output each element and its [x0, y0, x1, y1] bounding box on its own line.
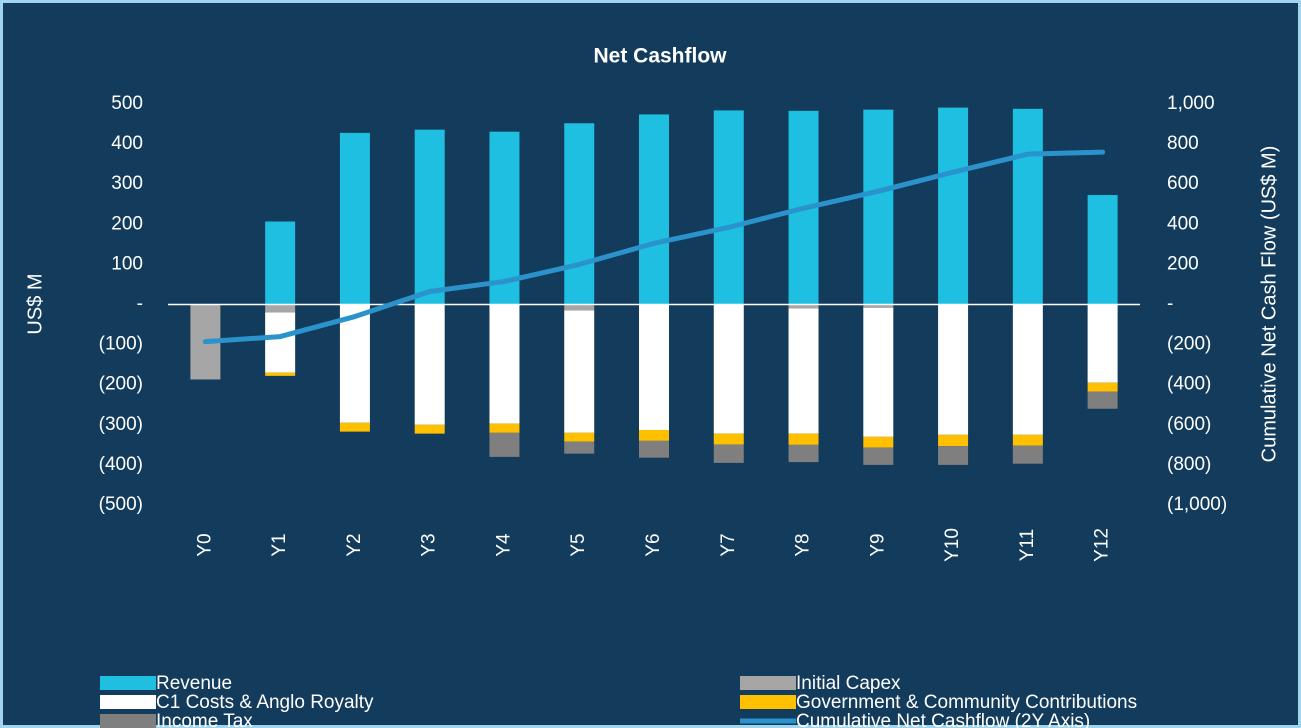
- chart-title: Net Cashflow: [593, 45, 727, 68]
- y2-tick-label: (600): [1167, 414, 1211, 435]
- bar: [564, 432, 595, 442]
- bar: [788, 444, 819, 463]
- x-tick-label: Y11: [1017, 529, 1038, 561]
- y2-tick-label: -: [1167, 294, 1173, 315]
- bar: [1087, 391, 1118, 409]
- legend-swatch: [100, 714, 156, 728]
- legend-label: C1 Costs & Anglo Royalty: [156, 692, 374, 713]
- x-tick-label: Y3: [419, 533, 440, 556]
- y-tick-label: 200: [111, 213, 143, 234]
- bar: [1087, 304, 1118, 383]
- y-tick-label: 400: [111, 133, 143, 154]
- y-tick-label: (500): [99, 494, 143, 515]
- x-tick-label: Y10: [942, 528, 963, 562]
- bar: [489, 423, 520, 433]
- y2-tick-label: 400: [1167, 213, 1199, 234]
- bar: [564, 304, 595, 311]
- y2-tick-label: 600: [1167, 173, 1199, 194]
- bar: [1012, 108, 1043, 305]
- y-tick-label: (300): [99, 414, 143, 435]
- bar: [1012, 445, 1043, 464]
- y2-tick-label: (800): [1167, 454, 1211, 475]
- bar: [639, 440, 669, 458]
- bar: [1012, 304, 1043, 435]
- bar: [863, 109, 894, 305]
- y-tick-label: (100): [99, 334, 143, 355]
- bar: [339, 132, 370, 305]
- y2-tick-label: (400): [1167, 374, 1211, 395]
- bar: [938, 107, 969, 305]
- bar: [938, 304, 969, 435]
- bar: [863, 447, 894, 465]
- bar: [938, 446, 969, 465]
- bar: [1087, 382, 1118, 392]
- bar: [414, 129, 445, 305]
- bar: [938, 434, 969, 447]
- y-tick-label: -: [137, 294, 143, 315]
- x-tick-label: Y5: [568, 533, 589, 556]
- bar: [639, 304, 669, 431]
- bar: [564, 441, 595, 454]
- x-tick-label: Y9: [867, 533, 888, 556]
- bar: [339, 422, 370, 432]
- bar: [489, 304, 520, 424]
- x-tick-label: Y8: [793, 533, 814, 556]
- x-tick-label: Y12: [1092, 528, 1113, 562]
- line: [202, 149, 1106, 345]
- bar: [489, 432, 520, 457]
- x-tick-label: Y6: [643, 533, 664, 556]
- bar: [265, 372, 296, 376]
- bar: [713, 433, 744, 445]
- bar: [1087, 195, 1118, 305]
- bar: [489, 131, 520, 305]
- legend-label: Cumulative Net Cashflow (2Y Axis): [796, 711, 1090, 728]
- bar: [639, 114, 669, 305]
- legend-label: Revenue: [156, 673, 232, 694]
- y2-tick-label: 1,000: [1167, 93, 1215, 114]
- bar: [788, 433, 819, 445]
- x-tick-label: Y2: [344, 533, 365, 556]
- bar: [265, 304, 296, 313]
- bar: [339, 304, 370, 423]
- y2-tick-label: 800: [1167, 133, 1199, 154]
- bar: [788, 308, 819, 434]
- legend-swatch: [740, 695, 796, 709]
- y-axis-title: US$ M: [24, 273, 46, 334]
- y-tick-label: 300: [111, 173, 143, 194]
- legend-label: Initial Capex: [796, 673, 901, 694]
- bar: [713, 304, 744, 434]
- bar: [788, 304, 819, 309]
- bar: [1012, 434, 1043, 446]
- bar: [564, 123, 595, 305]
- x-tick-label: Y0: [194, 533, 215, 556]
- y-tick-label: (400): [99, 454, 143, 475]
- y2-tick-label: (200): [1167, 334, 1211, 355]
- bar: [265, 312, 296, 373]
- y-tick-label: 100: [111, 253, 143, 274]
- y2-axis-title: Cumulative Net Cash Flow (US$ M): [1258, 146, 1280, 463]
- y2-tick-label: (1,000): [1167, 494, 1227, 515]
- bar: [713, 110, 744, 305]
- legend-swatch: [740, 676, 796, 690]
- y-tick-label: (200): [99, 374, 143, 395]
- legend-swatch: [100, 676, 156, 690]
- bar: [639, 430, 669, 441]
- y2-tick-label: 200: [1167, 253, 1199, 274]
- bar: [863, 436, 894, 448]
- x-tick-label: Y4: [493, 533, 514, 557]
- x-tick-label: Y1: [269, 533, 290, 556]
- legend-label: Government & Community Contributions: [796, 692, 1137, 713]
- x-tick-label: Y7: [718, 533, 739, 556]
- legend-swatch: [100, 695, 156, 709]
- bar: [564, 310, 595, 433]
- bar: [414, 424, 445, 434]
- legend-label: Income Tax: [156, 711, 253, 728]
- bar: [265, 221, 296, 305]
- y-tick-label: 500: [111, 93, 143, 114]
- bar: [863, 307, 894, 437]
- bar: [863, 304, 894, 308]
- bar: [713, 444, 744, 463]
- bar: [414, 304, 445, 425]
